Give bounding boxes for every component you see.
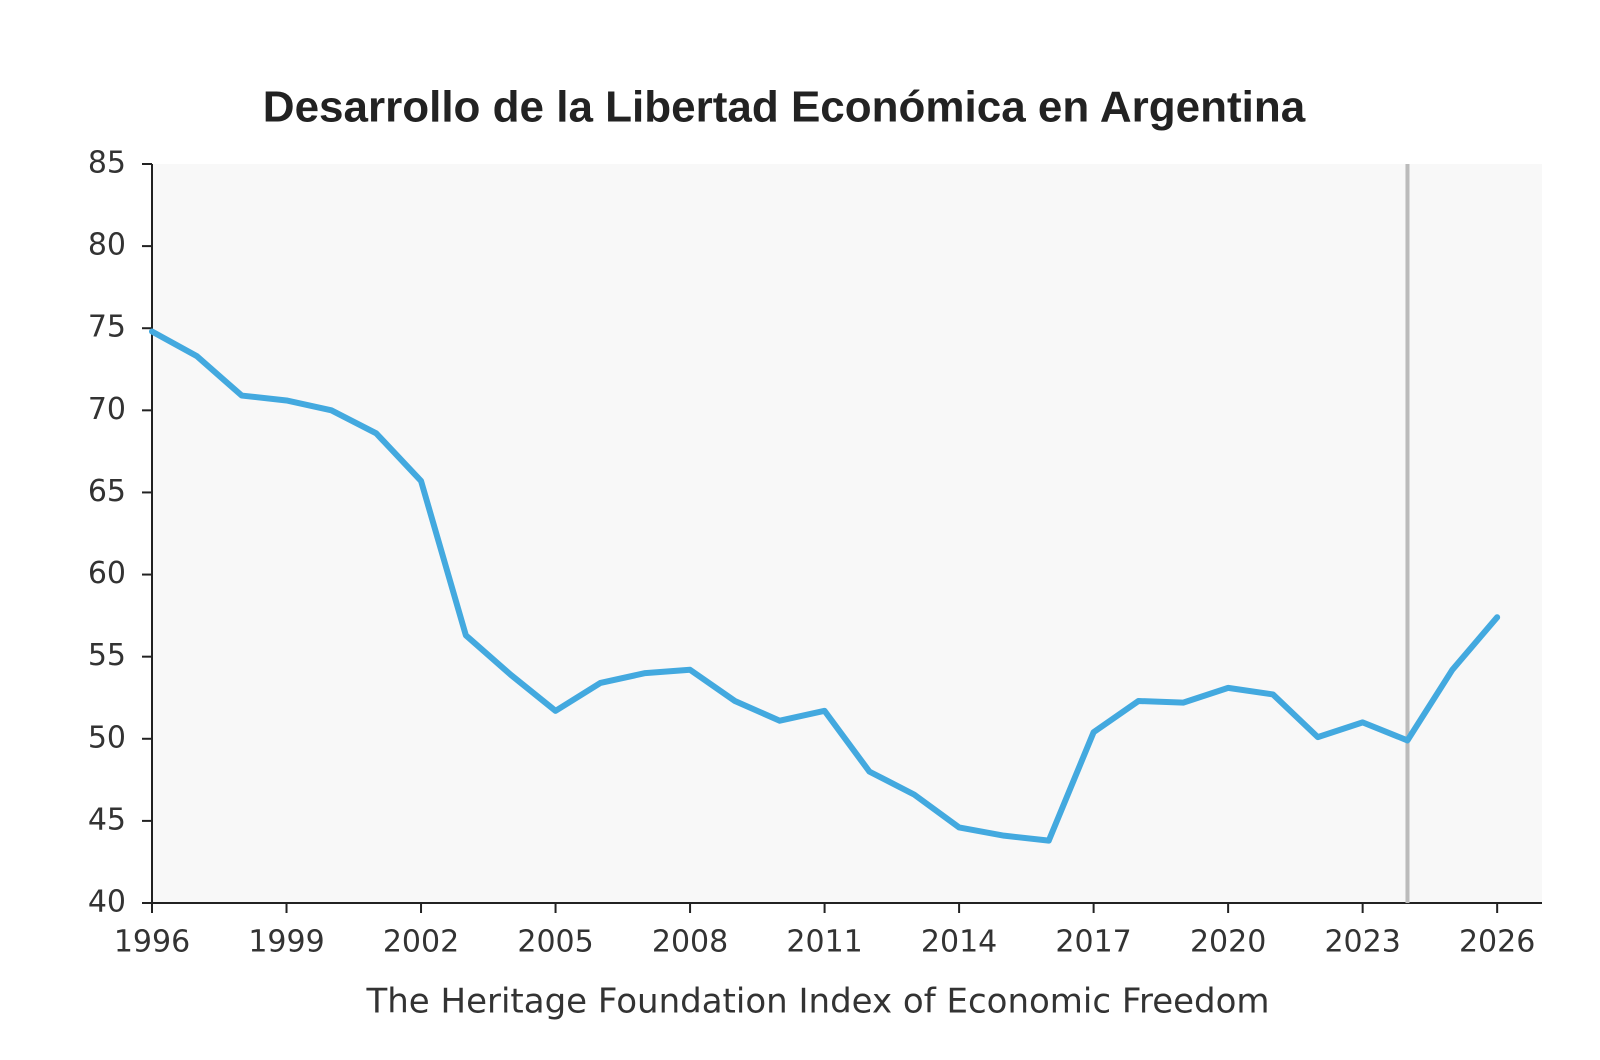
x-tick-label: 2023 [1324,925,1400,960]
chart-title: Desarrollo de la Libertad Económica en A… [263,83,1306,132]
y-tick-label: 55 [88,638,126,673]
x-tick-label: 2020 [1190,925,1266,960]
x-tick-label: 1999 [248,925,324,960]
x-tick-label: 2002 [383,925,459,960]
x-tick-label: 1996 [114,925,190,960]
y-tick-label: 70 [88,392,126,427]
x-tick-label: 2014 [921,925,997,960]
y-tick-label: 85 [88,146,126,181]
y-tick-label: 45 [88,802,126,837]
x-tick-label: 2026 [1459,925,1535,960]
x-axis-label: The Heritage Foundation Index of Economi… [365,982,1269,1022]
y-tick-label: 75 [88,310,126,345]
y-tick-label: 80 [88,228,126,263]
y-tick-label: 50 [88,720,126,755]
plot-area [152,164,1542,903]
x-tick-label: 2008 [652,925,728,960]
y-tick-label: 60 [88,556,126,591]
y-tick-label: 65 [88,474,126,509]
x-tick-label: 2005 [517,925,593,960]
x-tick-label: 2011 [786,925,862,960]
y-tick-label: 40 [88,885,126,920]
data-line [149,328,1501,844]
x-tick-label: 2017 [1055,925,1131,960]
